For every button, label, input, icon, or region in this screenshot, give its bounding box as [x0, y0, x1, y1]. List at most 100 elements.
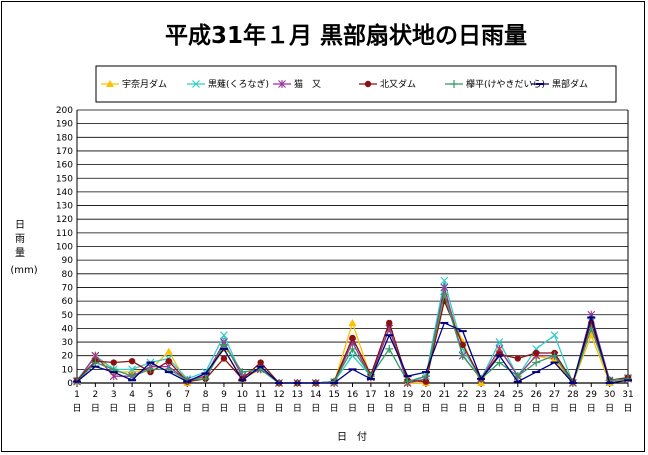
x-tick-label: 30 — [604, 390, 616, 400]
legend-label: 欅平(けやきだいら) — [466, 79, 545, 90]
x-tick-suffix: 日 — [495, 403, 504, 414]
data-point — [348, 318, 357, 326]
legend-box — [95, 65, 617, 103]
x-tick-suffix: 日 — [109, 403, 118, 414]
x-tick-label: 27 — [549, 390, 560, 400]
x-tick-label: 18 — [384, 390, 396, 400]
data-point — [532, 358, 541, 367]
x-tick-suffix: 日 — [568, 403, 577, 414]
legend-label: 黒部ダム — [552, 78, 588, 90]
x-tick-suffix: 日 — [275, 403, 284, 414]
x-tick-suffix: 日 — [330, 403, 339, 414]
data-point — [349, 334, 356, 342]
data-point — [422, 378, 430, 385]
x-tick-suffix: 日 — [550, 403, 559, 414]
y-tick-label: 170 — [56, 147, 73, 157]
y-tick-label: 130 — [56, 202, 73, 212]
x-tick-label: 17 — [365, 390, 376, 400]
x-tick-label: 21 — [439, 390, 450, 400]
x-tick-label: 13 — [292, 390, 303, 400]
x-tick-suffix: 日 — [238, 403, 247, 414]
data-point — [201, 374, 210, 383]
data-point — [128, 365, 137, 374]
data-point — [513, 372, 522, 381]
data-point — [386, 319, 393, 327]
data-point — [110, 359, 117, 366]
x-tick-suffix: 日 — [146, 403, 155, 414]
x-tick-label: 4 — [129, 390, 135, 400]
x-tick-suffix: 日 — [403, 403, 412, 414]
x-tick-label: 7 — [184, 390, 190, 400]
data-point — [459, 341, 466, 348]
legend-label: 黒薙(くろなぎ) — [208, 78, 269, 90]
x-tick-label: 11 — [255, 390, 266, 400]
x-tick-suffix: 日 — [201, 403, 210, 414]
x-tick-suffix: 日 — [91, 403, 100, 414]
x-axis-label: 日 付 — [337, 430, 367, 443]
y-tick-label: 60 — [62, 297, 74, 307]
y-axis-label-char: 雨 — [15, 234, 25, 245]
y-axis-label-char: 量 — [15, 247, 25, 259]
y-tick-label: 140 — [56, 188, 73, 198]
x-tick-suffix: 日 — [587, 403, 596, 414]
y-tick-label: 110 — [56, 229, 73, 239]
data-point — [550, 351, 559, 360]
x-tick-label: 8 — [203, 390, 209, 400]
x-tick-label: 31 — [622, 390, 633, 400]
x-tick-suffix: 日 — [366, 403, 375, 414]
data-point — [421, 372, 430, 381]
y-tick-label: 80 — [62, 270, 74, 280]
y-tick-label: 190 — [56, 120, 73, 130]
x-tick-label: 2 — [92, 390, 98, 400]
y-tick-label: 10 — [62, 365, 74, 375]
y-tick-label: 50 — [62, 311, 74, 321]
data-point — [219, 340, 228, 349]
data-point — [385, 344, 394, 353]
data-point — [257, 359, 264, 366]
data-point — [165, 357, 173, 365]
x-tick-label: 5 — [148, 390, 154, 400]
x-tick-label: 14 — [310, 390, 322, 400]
data-point — [146, 365, 155, 374]
x-tick-suffix: 日 — [128, 403, 137, 414]
data-point — [128, 372, 137, 381]
y-tick-label: 150 — [56, 174, 73, 184]
y-tick-label: 30 — [62, 338, 74, 348]
x-tick-suffix: 日 — [477, 403, 486, 414]
x-tick-suffix: 日 — [164, 403, 173, 414]
data-point — [220, 331, 228, 340]
data-point — [109, 372, 118, 381]
y-tick-label: 200 — [56, 106, 73, 116]
plot-area: 0102030405060708090100110120130140150160… — [56, 106, 634, 414]
x-tick-label: 19 — [402, 390, 414, 400]
y-tick-label: 180 — [56, 133, 73, 143]
data-point — [220, 355, 228, 362]
x-tick-label: 9 — [221, 390, 227, 400]
data-point — [238, 368, 247, 377]
x-tick-label: 23 — [475, 390, 486, 400]
y-tick-label: 40 — [62, 324, 74, 334]
x-tick-label: 12 — [273, 390, 284, 400]
x-tick-suffix: 日 — [256, 403, 265, 414]
x-tick-label: 22 — [457, 390, 468, 400]
legend: 宇奈月ダム 黒薙(くろなぎ) 猫 又 北又ダム 欅平(けやきだいら) 黒部ダム — [95, 65, 617, 103]
y-tick-label: 0 — [67, 379, 73, 389]
data-point — [164, 347, 173, 355]
data-point — [624, 374, 632, 383]
legend-marker — [278, 80, 286, 88]
data-point — [532, 349, 540, 357]
x-tick-label: 26 — [530, 390, 542, 400]
x-tick-suffix: 日 — [623, 403, 632, 414]
x-tick-suffix: 日 — [72, 403, 81, 414]
x-tick-suffix: 日 — [421, 403, 430, 414]
x-tick-label: 10 — [237, 390, 249, 400]
x-tick-label: 3 — [111, 390, 117, 400]
x-tick-suffix: 日 — [513, 403, 522, 414]
legend-marker — [364, 80, 372, 88]
x-tick-suffix: 日 — [293, 403, 302, 414]
data-point — [495, 358, 504, 367]
legend-label: 猫 又 — [294, 78, 321, 90]
chart-title: 平成31年１月 黒部扇状地の日雨量 — [165, 22, 527, 49]
data-point — [91, 358, 100, 367]
